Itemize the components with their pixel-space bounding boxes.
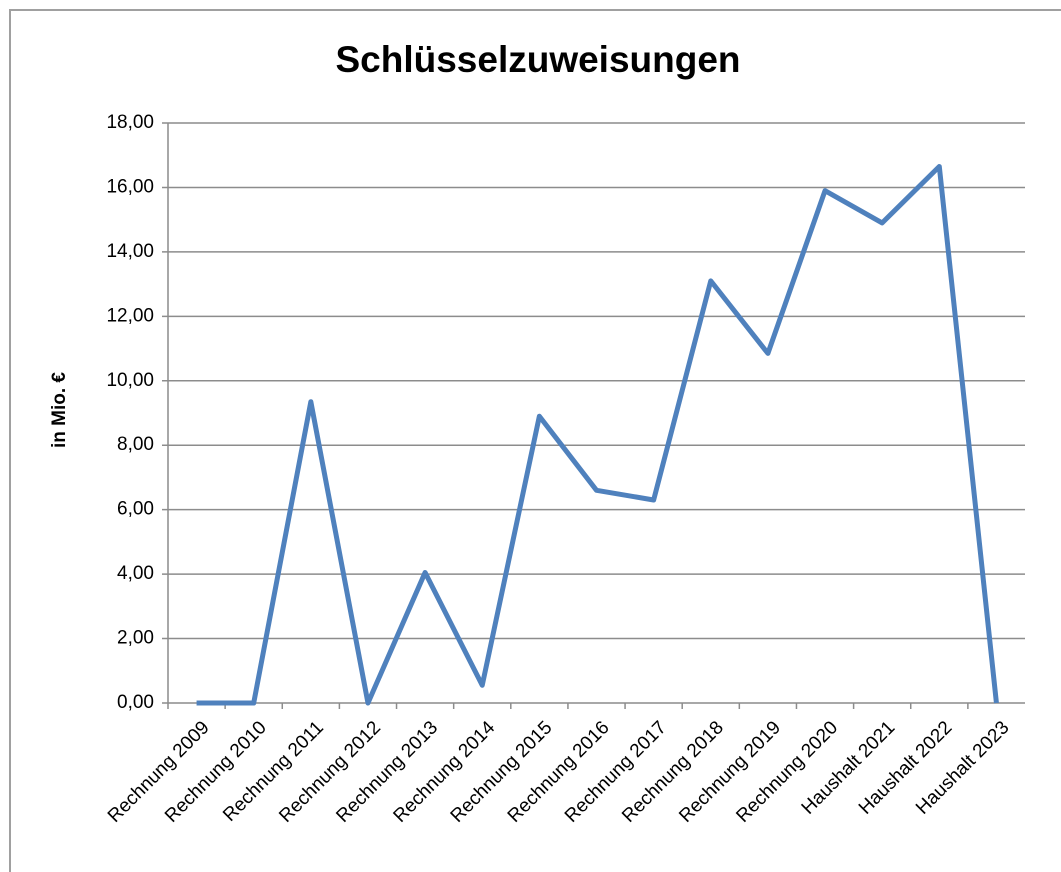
y-tick-label: 0,00 [117, 692, 154, 713]
x-tick-label: Rechnung 2015 [447, 717, 557, 827]
x-tick-label: Rechnung 2016 [504, 717, 614, 827]
y-tick-label: 4,00 [117, 563, 154, 584]
x-tick-label: Rechnung 2010 [161, 717, 271, 827]
x-tick-label: Rechnung 2009 [104, 717, 214, 827]
y-tick-label: 12,00 [106, 305, 154, 326]
x-tick-label: Rechnung 2019 [675, 717, 785, 827]
y-tick-label: 10,00 [106, 370, 154, 391]
y-tick-label: 18,00 [106, 112, 154, 133]
x-tick-label: Rechnung 2011 [219, 717, 328, 826]
chart-title: Schlüsselzuweisungen [335, 39, 740, 80]
x-tick-label: Rechnung 2012 [275, 717, 385, 827]
y-tick-label: 6,00 [117, 499, 154, 520]
x-tick-label: Rechnung 2018 [618, 717, 728, 827]
y-tick-label: 14,00 [106, 241, 154, 262]
y-tick-label: 8,00 [117, 434, 154, 455]
line-series [196, 164, 999, 706]
y-axis-label: in Mio. € [49, 372, 70, 448]
x-tick-label: Rechnung 2017 [561, 717, 671, 827]
y-tick-label: 2,00 [117, 628, 154, 649]
x-tick-label: Rechnung 2013 [332, 717, 442, 827]
x-tick-label: Rechnung 2020 [732, 717, 842, 827]
y-tick-label: 16,00 [106, 176, 154, 197]
x-tick-label: Rechnung 2014 [390, 717, 500, 827]
chart-border [9, 9, 1061, 872]
